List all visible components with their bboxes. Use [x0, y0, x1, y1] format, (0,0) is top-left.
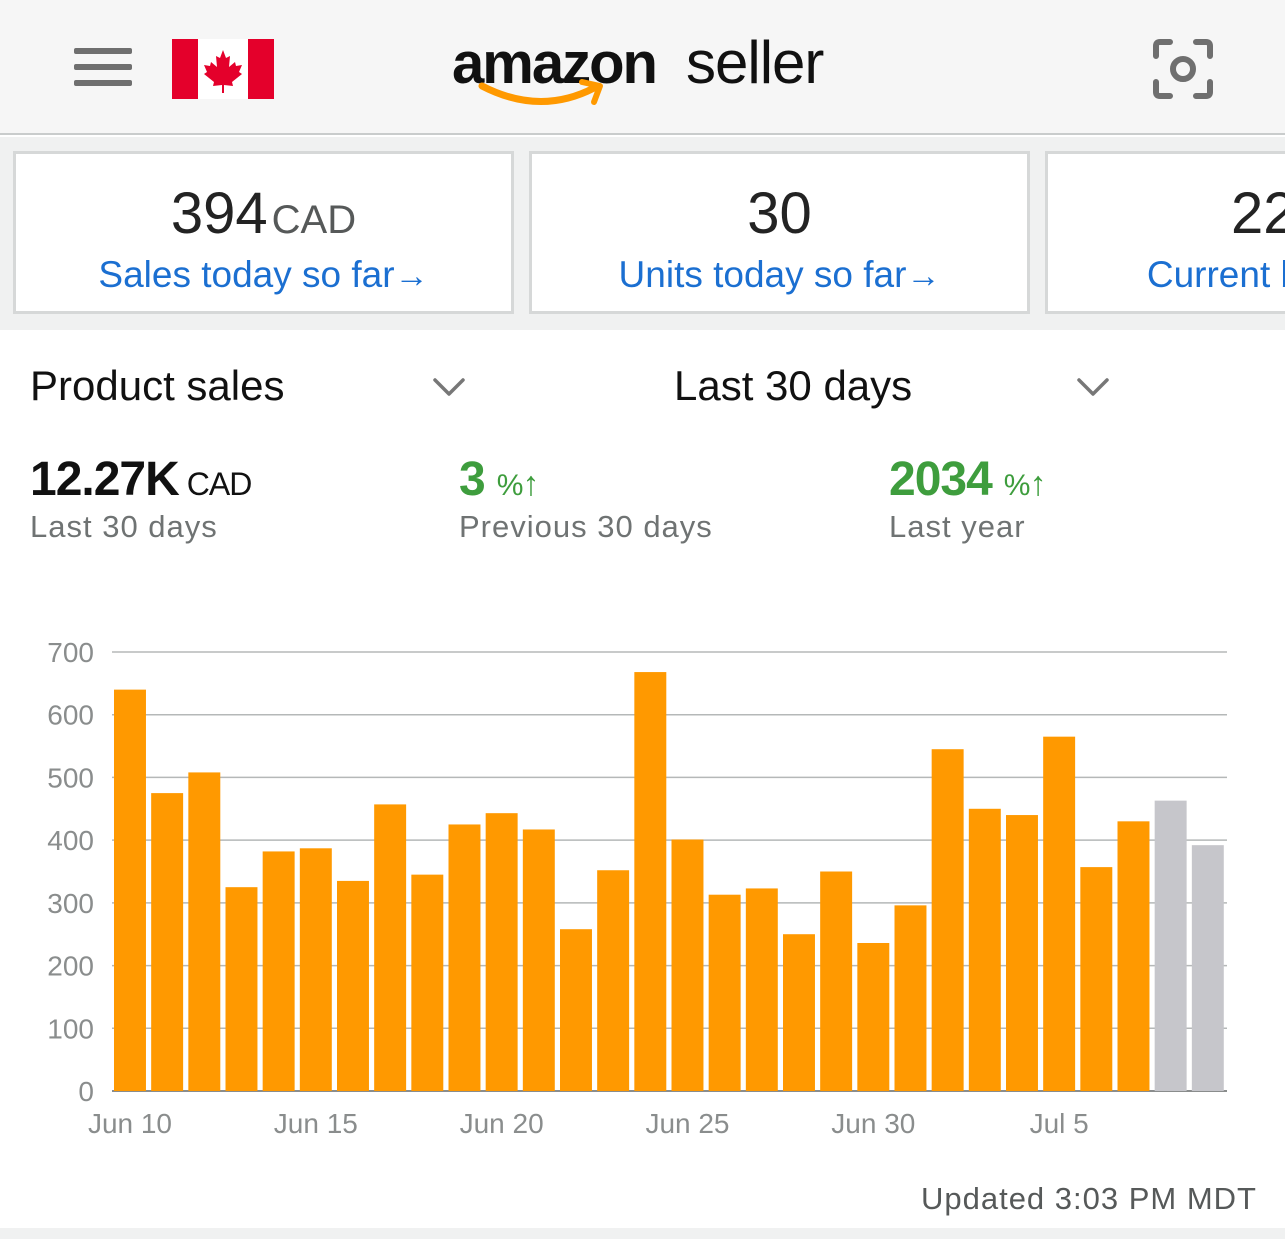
sales-bar[interactable]	[560, 929, 592, 1091]
arrow-up-icon: ↑	[522, 465, 539, 503]
sales-bar-chart[interactable]: 0 100 200 300 400 500 600 700 Jun 10 Jun 15 Jun 20…	[0, 620, 1285, 1160]
hamburger-menu-icon[interactable]	[74, 48, 132, 88]
x-tick-label: Jun 30	[831, 1108, 915, 1139]
arrow-right-icon: →	[394, 257, 429, 295]
sales-bar[interactable]	[151, 793, 184, 1091]
y-tick-label: 400	[47, 825, 94, 856]
y-tick-label: 300	[47, 888, 94, 919]
period-dropdown[interactable]: Last 30 days	[674, 362, 1114, 422]
sales-bar[interactable]	[1080, 867, 1113, 1091]
sales-bar[interactable]	[299, 848, 332, 1091]
chevron-down-icon	[433, 378, 465, 396]
x-tick-label: Jun 15	[274, 1108, 358, 1139]
metric-value: 2034 %↑	[889, 453, 1046, 506]
sales-bar[interactable]	[1043, 736, 1076, 1091]
y-tick-label: 0	[78, 1076, 94, 1107]
sales-bar[interactable]	[745, 888, 778, 1091]
logo-product: seller	[686, 29, 824, 96]
period-dropdown-value: Last 30 days	[674, 362, 913, 409]
sales-bar[interactable]	[374, 804, 407, 1091]
sales-bar[interactable]	[634, 672, 667, 1091]
footer-band	[0, 1228, 1285, 1239]
total-sales-metric: 12.27K CAD Last 30 days	[30, 452, 252, 545]
card-value: 30	[747, 181, 812, 246]
sales-bar[interactable]	[597, 870, 630, 1091]
sales-bar[interactable]	[968, 808, 1001, 1091]
metric-dropdown[interactable]: Product sales	[30, 362, 470, 422]
x-tick-label: Jun 25	[645, 1108, 729, 1139]
card-link[interactable]: Sales today so far→	[98, 254, 429, 295]
sales-bar[interactable]	[411, 874, 444, 1091]
y-tick-label: 500	[47, 762, 94, 793]
sales-bar[interactable]	[1117, 821, 1150, 1091]
y-tick-label: 100	[47, 1013, 94, 1044]
projected-bar[interactable]	[1154, 800, 1187, 1091]
projected-bar[interactable]	[1191, 845, 1224, 1091]
amazon-smile-icon	[478, 79, 603, 105]
sales-bar[interactable]	[448, 824, 481, 1091]
sales-bar[interactable]	[485, 813, 518, 1091]
sales-bar[interactable]	[820, 871, 853, 1092]
sales-bar[interactable]	[522, 829, 555, 1091]
sales-bar[interactable]	[114, 689, 146, 1091]
sales-bar[interactable]	[337, 880, 369, 1091]
card-value: 2262	[1230, 181, 1285, 246]
x-tick-label: Jun 10	[88, 1108, 172, 1139]
previous-period-metric: 3 %↑ Previous 30 days	[459, 452, 713, 545]
card-link[interactable]: Current balance→	[1146, 254, 1285, 295]
metric-dropdown-value: Product sales	[30, 362, 285, 409]
metric-value: 3 %↑	[459, 453, 539, 506]
card-value: 394 CAD	[170, 181, 357, 246]
balance-card[interactable]: 2262 Current balance→	[1045, 151, 1285, 314]
x-tick-label: Jun 20	[460, 1108, 544, 1139]
sales-bar[interactable]	[262, 851, 295, 1091]
sales-bar[interactable]	[188, 772, 221, 1091]
sales-bar[interactable]	[894, 905, 927, 1091]
y-tick-label: 700	[47, 637, 94, 668]
y-tick-label: 200	[47, 951, 94, 982]
last-year-metric: 2034 %↑ Last year	[889, 452, 1046, 545]
sales-bar[interactable]	[783, 934, 815, 1091]
camera-scan-icon[interactable]	[1152, 38, 1214, 100]
metric-label: Last 30 days	[30, 509, 218, 544]
sales-bar[interactable]	[857, 942, 890, 1091]
sales-bar[interactable]	[225, 887, 258, 1091]
updated-timestamp: Updated 3:03 PM MDT	[920, 1181, 1257, 1216]
x-tick-label: Jul 5	[1030, 1108, 1089, 1139]
sales-bar[interactable]	[708, 894, 741, 1091]
units-today-card[interactable]: 30 Units today so far→	[529, 151, 1030, 314]
card-link[interactable]: Units today so far→	[618, 254, 941, 295]
arrow-up-icon: ↑	[1029, 465, 1046, 503]
summary-strip[interactable]: 394 CAD Sales today so far→ 30 Units toda…	[0, 137, 1285, 330]
chevron-down-icon	[1077, 378, 1109, 396]
metric-value: 12.27K CAD	[30, 453, 252, 506]
sales-bar[interactable]	[1006, 815, 1038, 1091]
amazon-seller-logo: amazon seller	[450, 26, 840, 116]
sales-bar[interactable]	[671, 839, 704, 1091]
app-header: amazon seller	[0, 0, 1285, 135]
metric-label: Last year	[889, 509, 1026, 544]
canada-flag-icon[interactable]	[172, 39, 274, 99]
arrow-right-icon: →	[906, 257, 941, 295]
metric-label: Previous 30 days	[459, 509, 713, 544]
y-tick-label: 600	[47, 700, 94, 731]
sales-bar[interactable]	[931, 749, 964, 1091]
sales-today-card[interactable]: 394 CAD Sales today so far→	[13, 151, 514, 314]
